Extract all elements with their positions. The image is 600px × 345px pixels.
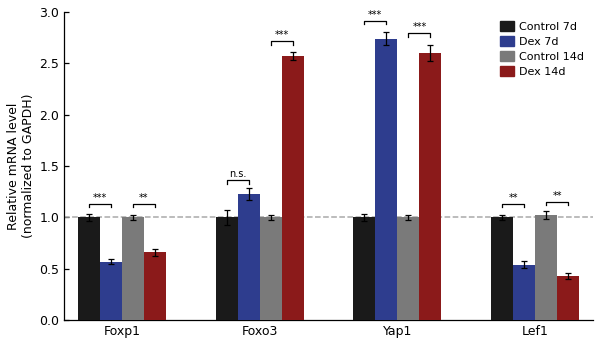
Bar <box>491 217 513 320</box>
Bar <box>260 217 281 320</box>
Y-axis label: Relative mRNA level
(normalized to GAPDH): Relative mRNA level (normalized to GAPDH… <box>7 94 35 238</box>
Text: ***: *** <box>412 22 427 32</box>
Bar <box>535 215 557 320</box>
Bar <box>238 194 260 320</box>
Bar <box>397 217 419 320</box>
Text: **: ** <box>553 191 562 201</box>
Text: n.s.: n.s. <box>229 169 246 179</box>
Text: ***: *** <box>368 10 382 20</box>
Bar <box>122 217 144 320</box>
Bar <box>281 56 304 320</box>
Bar <box>100 262 122 320</box>
Bar <box>376 39 397 320</box>
Bar <box>78 217 100 320</box>
Bar <box>215 217 238 320</box>
Bar <box>353 217 376 320</box>
Text: **: ** <box>508 193 518 203</box>
Bar <box>419 53 442 320</box>
Text: ***: *** <box>275 30 289 40</box>
Legend: Control 7d, Dex 7d, Control 14d, Dex 14d: Control 7d, Dex 7d, Control 14d, Dex 14d <box>497 18 587 80</box>
Bar <box>513 265 535 320</box>
Text: ***: *** <box>92 193 107 203</box>
Bar <box>557 276 579 320</box>
Bar <box>144 253 166 320</box>
Text: **: ** <box>139 193 149 203</box>
